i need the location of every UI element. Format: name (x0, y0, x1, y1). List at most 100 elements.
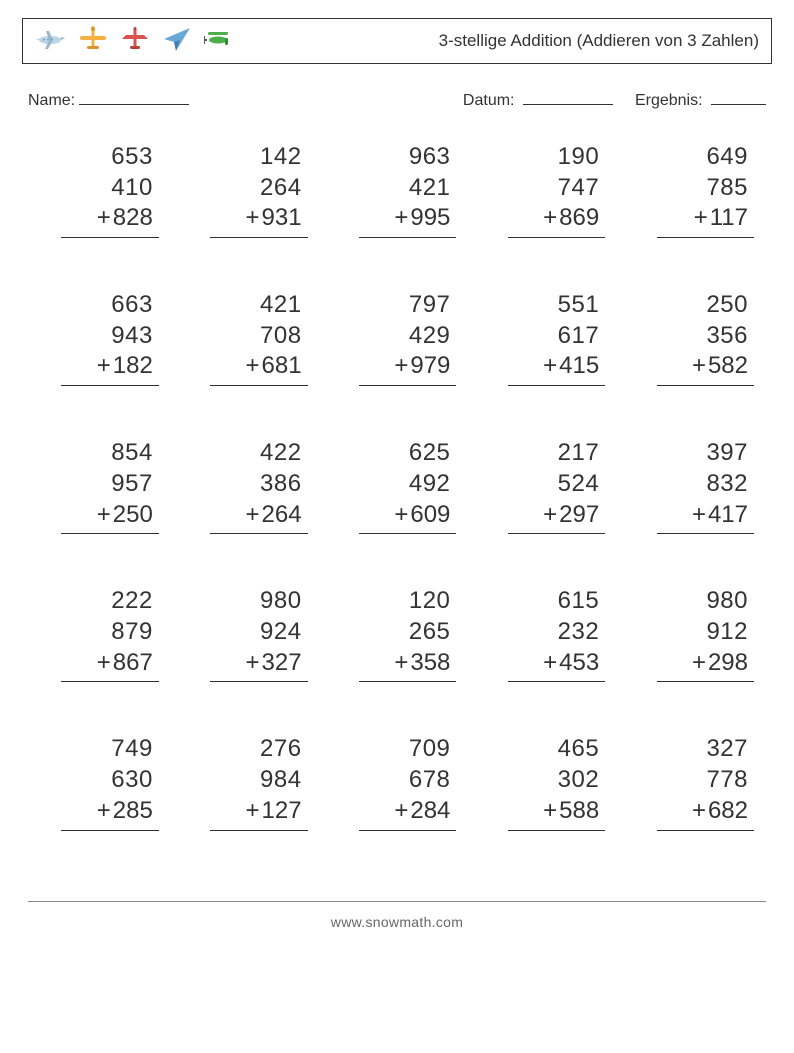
addend: 867 (113, 648, 153, 679)
addend: 879 (111, 617, 159, 648)
plus-operator: + (543, 351, 557, 382)
operator-line: +284 (338, 796, 457, 827)
addition-problem: 250356+582 (635, 290, 754, 386)
addend: 327 (706, 734, 754, 765)
operator-line: +588 (486, 796, 605, 827)
passenger-plane-icon (35, 23, 67, 60)
addend: 276 (260, 734, 308, 765)
sum-rule (359, 533, 456, 534)
operator-line: +297 (486, 500, 605, 531)
addend: 682 (708, 796, 748, 827)
addend: 524 (558, 469, 606, 500)
plus-operator: + (97, 351, 111, 382)
addend: 327 (262, 648, 302, 679)
plus-operator: + (694, 203, 708, 234)
addend: 358 (410, 648, 450, 679)
plus-operator: + (246, 500, 260, 531)
date-label: Datum: (463, 92, 515, 109)
addition-problem: 963421+995 (338, 142, 457, 238)
addition-problem: 749630+285 (40, 734, 159, 830)
addend: 356 (706, 321, 754, 352)
plus-operator: + (246, 796, 260, 827)
sum-rule (61, 533, 158, 534)
addend: 778 (706, 765, 754, 796)
name-blank[interactable] (79, 88, 189, 105)
addend: 397 (706, 438, 754, 469)
addend: 980 (706, 586, 754, 617)
sum-rule (508, 237, 605, 238)
plus-operator: + (97, 796, 111, 827)
addition-problem: 663943+182 (40, 290, 159, 386)
plus-operator: + (692, 796, 706, 827)
sum-rule (61, 681, 158, 682)
addition-problem: 551617+415 (486, 290, 605, 386)
sum-rule (210, 681, 307, 682)
plus-operator: + (692, 500, 706, 531)
addend: 980 (260, 586, 308, 617)
sum-rule (657, 533, 754, 534)
sum-rule (657, 830, 754, 831)
sum-rule (61, 237, 158, 238)
addend: 931 (262, 203, 302, 234)
operator-line: +682 (635, 796, 754, 827)
operator-line: +867 (40, 648, 159, 679)
addend: 250 (113, 500, 153, 531)
sum-rule (359, 830, 456, 831)
operator-line: +681 (189, 351, 308, 382)
addend: 708 (260, 321, 308, 352)
addition-problem: 649785+117 (635, 142, 754, 238)
addend: 222 (111, 586, 159, 617)
sum-rule (657, 681, 754, 682)
plus-operator: + (394, 500, 408, 531)
operator-line: +828 (40, 203, 159, 234)
name-label: Name: (28, 92, 75, 110)
addend: 298 (708, 648, 748, 679)
addend: 127 (262, 796, 302, 827)
sum-rule (657, 385, 754, 386)
addend: 924 (260, 617, 308, 648)
operator-line: +250 (40, 500, 159, 531)
operator-line: +182 (40, 351, 159, 382)
addend: 302 (558, 765, 606, 796)
addend: 417 (708, 500, 748, 531)
addend: 615 (558, 586, 606, 617)
plus-operator: + (692, 648, 706, 679)
operator-line: +358 (338, 648, 457, 679)
addend: 284 (410, 796, 450, 827)
addition-problem: 276984+127 (189, 734, 308, 830)
addend: 678 (409, 765, 457, 796)
addend: 625 (409, 438, 457, 469)
operator-line: +417 (635, 500, 754, 531)
addend: 142 (260, 142, 308, 173)
date-blank[interactable] (523, 88, 613, 105)
operator-line: +264 (189, 500, 308, 531)
plus-operator: + (543, 203, 557, 234)
addend: 453 (559, 648, 599, 679)
result-blank[interactable] (711, 88, 766, 105)
addend: 217 (558, 438, 606, 469)
addend: 653 (111, 142, 159, 173)
addend: 963 (409, 142, 457, 173)
operator-line: +327 (189, 648, 308, 679)
addend: 410 (111, 173, 159, 204)
addend: 264 (262, 500, 302, 531)
addend: 190 (558, 142, 606, 173)
addend: 609 (410, 500, 450, 531)
sum-rule (61, 385, 158, 386)
addend: 265 (409, 617, 457, 648)
addend: 869 (559, 203, 599, 234)
addend: 709 (409, 734, 457, 765)
plus-operator: + (97, 500, 111, 531)
addend: 421 (260, 290, 308, 321)
plus-operator: + (394, 796, 408, 827)
plus-operator: + (394, 351, 408, 382)
operator-line: +869 (486, 203, 605, 234)
problems-grid: 653410+828142264+931963421+995190747+869… (40, 142, 754, 831)
addition-problem: 709678+284 (338, 734, 457, 830)
addend: 747 (558, 173, 606, 204)
addend: 232 (558, 617, 606, 648)
sum-rule (508, 533, 605, 534)
addend: 117 (710, 203, 748, 234)
addend: 465 (558, 734, 606, 765)
addend: 588 (559, 796, 599, 827)
